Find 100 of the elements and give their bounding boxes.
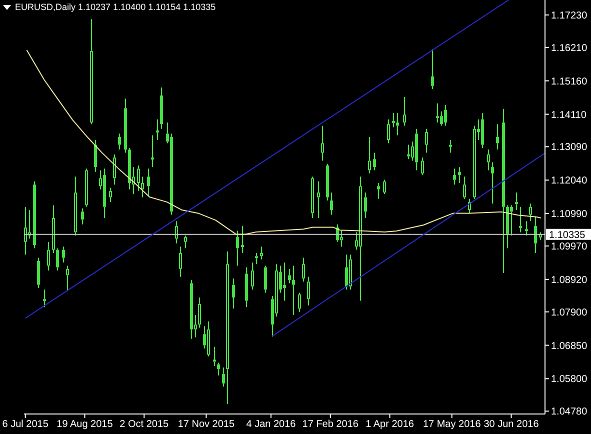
candlestick [85, 168, 88, 208]
x-tick-label: 30 Jun 2016 [484, 419, 540, 430]
candlestick [81, 208, 84, 225]
candlestick [56, 248, 59, 271]
candlestick [340, 230, 343, 248]
candlestick [47, 241, 50, 271]
candlestick [444, 104, 447, 126]
candlestick [226, 250, 229, 405]
y-tick-label: 1.14110 [551, 110, 587, 121]
candlestick [260, 246, 263, 260]
candlestick [207, 320, 210, 357]
candlestick [118, 133, 121, 150]
y-tick-label: 1.12040 [551, 176, 588, 187]
candlestick [458, 166, 461, 184]
x-tick-label: 17 May 2016 [422, 419, 482, 430]
candlestick [525, 220, 528, 236]
candlestick [184, 234, 187, 249]
candlestick [407, 144, 410, 160]
candlestick [179, 246, 182, 278]
candlestick [307, 276, 310, 306]
x-tick-label: 17 Nov 2015 [178, 419, 236, 430]
candlestick [529, 203, 532, 222]
candlestick [137, 164, 140, 192]
candlestick [392, 112, 395, 128]
candlestick [62, 246, 65, 264]
candlestick [436, 102, 439, 124]
candlestick [387, 118, 390, 144]
candlestick [175, 220, 178, 244]
candlestick [317, 180, 320, 218]
y-tick-label: 1.06850 [551, 340, 588, 352]
candlestick [421, 157, 424, 176]
candlestick [198, 297, 201, 328]
candlestick [349, 254, 352, 290]
candlestick [481, 112, 484, 148]
candlestick [473, 125, 476, 200]
candlestick [510, 204, 513, 236]
candlestick [113, 154, 116, 186]
candlestick [364, 192, 367, 218]
candlestick [232, 278, 235, 310]
ref-line-label: 1.10335 [549, 230, 586, 241]
x-tick-label: 19 Aug 2015 [56, 419, 114, 430]
candlestick [415, 128, 418, 171]
candlestick [90, 18, 93, 125]
x-tick-label: 6 Jul 2015 [2, 419, 49, 430]
candlestick [321, 125, 324, 162]
y-tick-label: 1.05800 [551, 374, 588, 386]
candlestick [255, 252, 258, 265]
candlestick [506, 204, 509, 249]
candlestick [43, 289, 46, 308]
candlestick [440, 110, 443, 126]
x-tick-label: 2 Oct 2015 [120, 419, 170, 430]
x-tick-label: 4 Jan 2016 [246, 419, 296, 430]
candlestick [264, 265, 267, 294]
candlestick [377, 182, 380, 200]
y-tick-label: 1.17230 [551, 10, 588, 22]
y-tick-label: 1.07900 [551, 307, 588, 318]
y-tick-label: 1.15160 [551, 76, 588, 88]
candlestick [24, 206, 27, 256]
candlestick [222, 367, 225, 388]
candlestick [330, 192, 333, 216]
candlestick [298, 292, 301, 312]
x-tick-label: 1 Apr 2016 [366, 419, 414, 430]
candlestick [463, 176, 466, 200]
candlestick [292, 265, 295, 316]
candlestick [37, 257, 40, 288]
y-tick-label: 1.10990 [551, 209, 588, 220]
candlestick [368, 136, 371, 174]
candlestick [170, 133, 173, 216]
candlestick [160, 87, 163, 130]
candlestick [396, 112, 399, 136]
y-tick-label: 1.09970 [551, 242, 588, 253]
candlestick [345, 254, 348, 290]
candlestick [502, 108, 505, 274]
candlestick [245, 266, 248, 308]
candlestick [425, 128, 428, 154]
candlestick [52, 204, 55, 254]
y-tick-label: 1.04780 [551, 406, 588, 418]
candlestick [288, 268, 291, 284]
y-tick-label: 1.13090 [551, 142, 588, 154]
candlestick [431, 48, 434, 90]
candlestick [109, 187, 112, 203]
y-tick-label: 1.16210 [551, 42, 588, 54]
candlestick [453, 168, 456, 186]
candlestick [487, 149, 490, 171]
candlestick [241, 225, 244, 254]
candlestick [124, 98, 127, 154]
candlestick [103, 168, 106, 218]
candlestick [359, 176, 362, 302]
candlestick [515, 192, 518, 211]
candlestick [326, 163, 329, 201]
candlestick [33, 180, 36, 249]
candlestick [128, 147, 131, 190]
candlestick [94, 140, 97, 172]
candlestick [373, 152, 376, 171]
candlestick [156, 118, 159, 141]
candlestick [491, 162, 494, 204]
candlestick [283, 262, 286, 302]
candlestick [66, 265, 69, 292]
candlestick [383, 179, 386, 195]
candlestick [496, 124, 499, 150]
